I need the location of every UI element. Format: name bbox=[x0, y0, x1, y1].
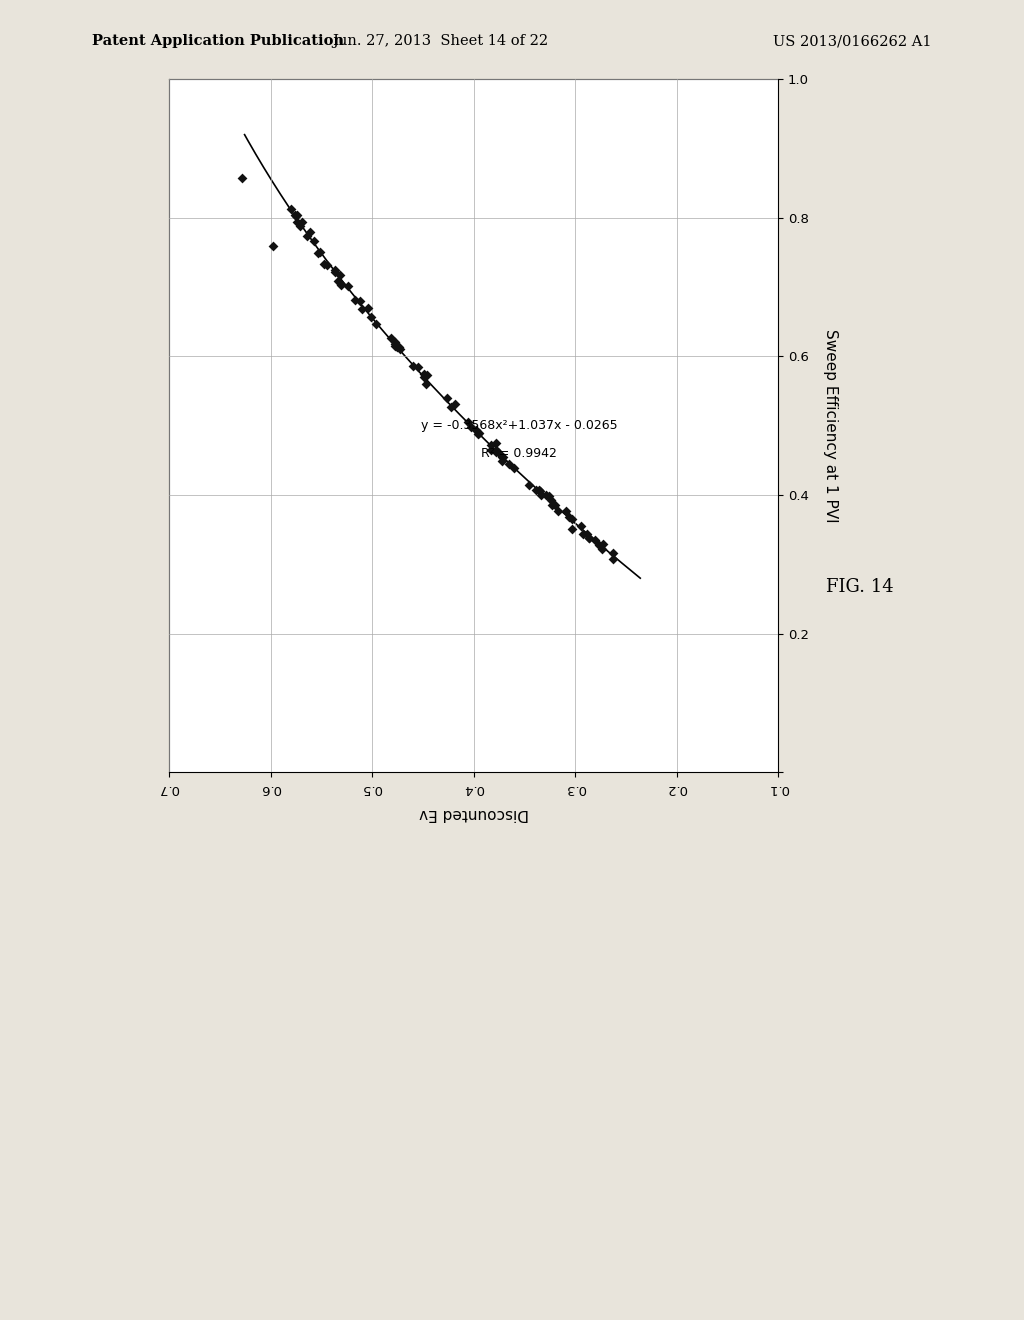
Point bbox=[416, 367, 432, 388]
Point bbox=[330, 271, 346, 292]
Point bbox=[468, 420, 484, 441]
Point bbox=[550, 500, 566, 521]
Point bbox=[443, 396, 460, 417]
Point bbox=[233, 168, 250, 189]
Point bbox=[354, 298, 371, 319]
Point bbox=[482, 434, 499, 455]
Text: R² = 0.9942: R² = 0.9942 bbox=[481, 447, 557, 459]
Point bbox=[494, 450, 510, 471]
Point bbox=[532, 484, 549, 506]
Point bbox=[283, 198, 299, 219]
Point bbox=[560, 507, 577, 528]
Point bbox=[389, 337, 406, 358]
Point bbox=[288, 206, 304, 227]
Point bbox=[487, 442, 504, 463]
Point bbox=[352, 290, 369, 312]
Point bbox=[289, 211, 305, 232]
Point bbox=[387, 334, 403, 355]
Point bbox=[572, 515, 589, 536]
Text: US 2013/0166262 A1: US 2013/0166262 A1 bbox=[773, 34, 932, 49]
Point bbox=[391, 337, 408, 358]
Point bbox=[460, 412, 476, 433]
Point bbox=[387, 331, 403, 352]
Text: Jun. 27, 2013  Sheet 14 of 22: Jun. 27, 2013 Sheet 14 of 22 bbox=[332, 34, 549, 49]
Point bbox=[594, 539, 610, 560]
Point bbox=[418, 374, 434, 395]
Point bbox=[392, 339, 409, 360]
Point bbox=[531, 480, 548, 502]
Text: y = -0.3568x²+1.037x - 0.0265: y = -0.3568x²+1.037x - 0.0265 bbox=[421, 420, 617, 432]
Point bbox=[494, 446, 510, 467]
Point bbox=[531, 479, 548, 500]
Point bbox=[564, 510, 581, 531]
Point bbox=[469, 422, 485, 444]
Point bbox=[575, 524, 592, 545]
Y-axis label: Sweep Efficiency at 1 PVI: Sweep Efficiency at 1 PVI bbox=[823, 329, 838, 523]
Point bbox=[541, 486, 557, 507]
Point bbox=[605, 548, 622, 569]
Point bbox=[333, 275, 349, 296]
Point bbox=[383, 327, 399, 348]
Point bbox=[521, 474, 538, 495]
Point bbox=[544, 495, 560, 516]
Point bbox=[301, 222, 317, 243]
Point bbox=[557, 500, 573, 521]
Point bbox=[547, 495, 563, 516]
Point bbox=[506, 458, 522, 479]
Point bbox=[501, 454, 517, 475]
Point bbox=[563, 519, 580, 540]
Point bbox=[587, 529, 603, 550]
Point bbox=[319, 255, 336, 276]
Point bbox=[490, 442, 507, 463]
Point bbox=[294, 211, 310, 232]
Point bbox=[595, 533, 611, 554]
Point bbox=[315, 253, 332, 275]
Point bbox=[310, 243, 327, 264]
Point bbox=[582, 527, 598, 548]
Point bbox=[306, 231, 323, 252]
Point bbox=[605, 543, 622, 564]
Point bbox=[538, 484, 554, 506]
Text: Patent Application Publication: Patent Application Publication bbox=[92, 34, 344, 49]
Point bbox=[340, 275, 356, 296]
Point bbox=[264, 235, 281, 256]
Point bbox=[447, 393, 464, 414]
Point bbox=[328, 261, 344, 282]
Point bbox=[289, 205, 305, 226]
Point bbox=[292, 215, 308, 236]
Point bbox=[488, 440, 505, 461]
Point bbox=[579, 524, 595, 545]
Point bbox=[416, 363, 432, 384]
Point bbox=[495, 446, 511, 467]
Point bbox=[591, 535, 607, 556]
Text: FIG. 14: FIG. 14 bbox=[826, 578, 894, 597]
Point bbox=[582, 528, 598, 549]
Point bbox=[299, 226, 315, 247]
Point bbox=[312, 242, 329, 263]
Point bbox=[438, 388, 455, 409]
Point bbox=[362, 306, 379, 327]
Point bbox=[333, 273, 349, 294]
Point bbox=[287, 205, 303, 226]
Point bbox=[483, 440, 500, 461]
Point bbox=[406, 355, 422, 376]
Point bbox=[410, 356, 426, 378]
Point bbox=[387, 335, 403, 356]
Point bbox=[369, 314, 385, 335]
Point bbox=[463, 417, 479, 438]
Point bbox=[471, 422, 487, 444]
Point bbox=[359, 297, 376, 318]
Point bbox=[419, 364, 435, 385]
Point bbox=[327, 259, 343, 280]
X-axis label: Discounted Ev: Discounted Ev bbox=[419, 807, 528, 821]
Point bbox=[487, 432, 504, 453]
Point bbox=[346, 289, 362, 310]
Point bbox=[332, 264, 348, 285]
Point bbox=[527, 479, 544, 500]
Point bbox=[543, 490, 559, 511]
